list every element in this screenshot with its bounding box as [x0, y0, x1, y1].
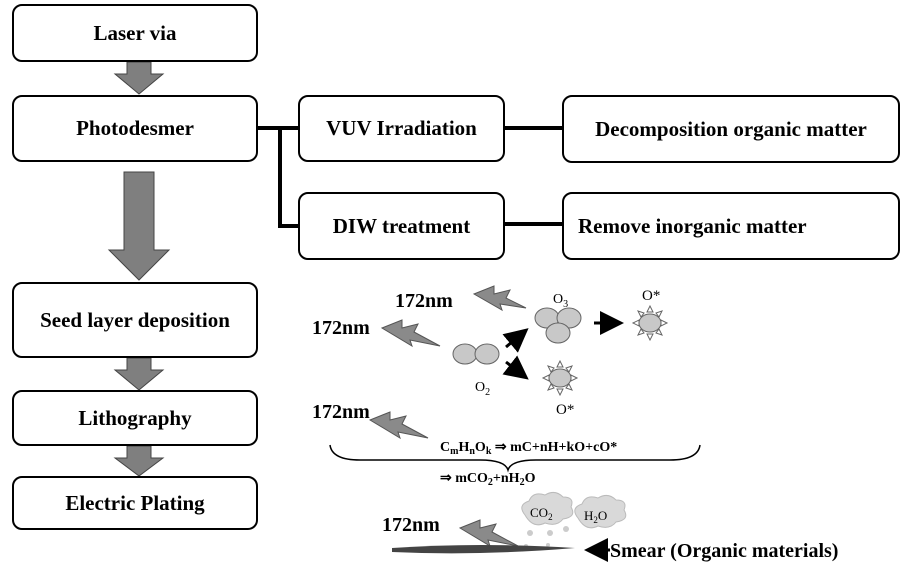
wavelength-label: 172nm	[312, 317, 370, 339]
branch-diw-treatment: DIW treatment	[298, 192, 505, 260]
o2-label: O2	[475, 380, 490, 398]
reaction-1: CmHnOk ⇒ mC+nH+kO+cO*	[440, 440, 617, 457]
down-arrow-3	[113, 357, 165, 391]
co2-cloud	[521, 491, 574, 526]
step-electric-plating: Electric Plating	[12, 476, 258, 530]
o-radical-icon	[541, 359, 579, 397]
o3-molecule	[534, 307, 582, 344]
co2-label: CO2	[530, 505, 553, 522]
h2o-cloud	[574, 494, 627, 529]
h2o-label: H2O	[584, 508, 607, 525]
result-remove-inorganic: Remove inorganic matter	[562, 192, 900, 260]
down-arrow-4	[113, 445, 165, 477]
o-radical-label: O*	[556, 402, 574, 418]
arrow-icon	[502, 355, 529, 380]
o-radical-label: O*	[642, 288, 660, 304]
o-radical-icon	[631, 304, 669, 342]
smear-label: Smear (Organic materials)	[610, 540, 838, 562]
step-laser-via: Laser via	[12, 4, 258, 62]
down-arrow-2	[107, 171, 171, 281]
step-lithography: Lithography	[12, 390, 258, 446]
step-seed-layer-deposition: Seed layer deposition	[12, 282, 258, 358]
brace	[329, 444, 701, 473]
lightning-icon	[380, 319, 441, 348]
o3-label: O3	[553, 292, 568, 310]
branch-vuv-irradiation: VUV Irradiation	[298, 95, 505, 162]
connectors	[258, 126, 562, 228]
down-arrow-1	[113, 61, 165, 95]
wavelength-label: 172nm	[382, 514, 440, 536]
arrow-icon	[502, 328, 529, 353]
lightning-icon	[472, 285, 527, 312]
result-decomposition: Decomposition organic matter	[562, 95, 900, 163]
wavelength-label: 172nm	[312, 401, 370, 423]
reaction-2: ⇒ mCO2+nH2O	[440, 471, 536, 488]
lightning-icon	[458, 519, 519, 548]
lightning-icon	[368, 411, 429, 440]
o2-molecule	[452, 343, 478, 365]
smear	[392, 545, 575, 554]
step-photodesmer: Photodesmer	[12, 95, 258, 162]
wavelength-label: 172nm	[395, 290, 453, 312]
